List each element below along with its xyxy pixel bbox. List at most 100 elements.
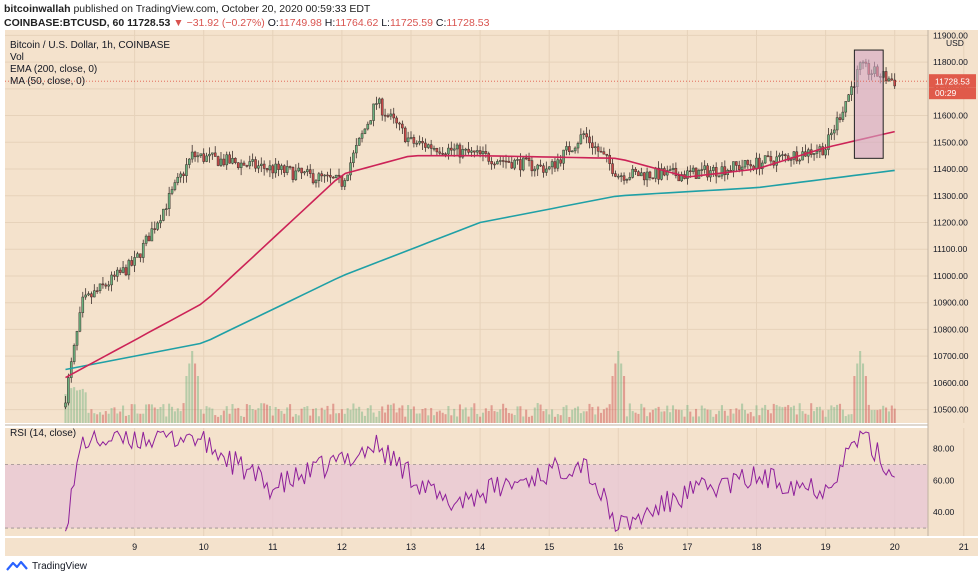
candle-body bbox=[69, 361, 73, 378]
candle-body bbox=[533, 168, 537, 172]
candle-body bbox=[608, 155, 611, 164]
volume-bar bbox=[850, 414, 853, 423]
candle-body bbox=[211, 152, 214, 155]
price-tick-label: 10700.00 bbox=[933, 351, 969, 361]
candle-body bbox=[694, 167, 698, 179]
candle-body bbox=[75, 330, 79, 346]
tradingview-logo[interactable]: TradingView bbox=[6, 560, 87, 572]
volume-bar bbox=[355, 408, 358, 423]
volume-bar bbox=[663, 411, 666, 423]
volume-bar bbox=[764, 404, 767, 423]
candle-body bbox=[236, 162, 240, 168]
volume-bar bbox=[683, 416, 686, 423]
candle-body bbox=[766, 155, 770, 157]
volume-bar bbox=[205, 406, 208, 423]
candle-body bbox=[424, 142, 427, 148]
volume-bars bbox=[64, 351, 896, 423]
volume-bar bbox=[551, 409, 554, 423]
volume-bar bbox=[700, 405, 703, 423]
candle-body bbox=[228, 154, 231, 164]
volume-bar bbox=[306, 406, 309, 423]
author-name[interactable]: bitcoinwallah bbox=[4, 3, 71, 15]
candle-body bbox=[677, 175, 681, 182]
candle-body bbox=[72, 344, 76, 362]
candle-body bbox=[291, 167, 295, 180]
open-value: 11749.98 bbox=[278, 17, 322, 29]
symbol-label[interactable]: COINBASE:BTCUSD, 60 bbox=[4, 17, 125, 29]
candle-body bbox=[798, 159, 801, 162]
volume-bar bbox=[458, 404, 461, 423]
candle-body bbox=[585, 133, 588, 138]
candle-body bbox=[605, 153, 609, 156]
chart-text: Bitcoin / U.S. Dollar, 1h, COINBASE Vol … bbox=[10, 38, 964, 439]
candle-body bbox=[280, 165, 283, 170]
candle-body bbox=[285, 166, 289, 173]
volume-bar bbox=[93, 413, 96, 423]
volume-bar bbox=[867, 404, 870, 423]
candle-body bbox=[665, 170, 669, 176]
volume-bar bbox=[225, 406, 228, 423]
candle-body bbox=[288, 166, 292, 168]
candle-body bbox=[591, 142, 594, 149]
candle-body bbox=[170, 189, 174, 194]
candle-body bbox=[841, 111, 845, 120]
candle-body bbox=[697, 169, 701, 179]
candle-body bbox=[343, 180, 347, 187]
volume-bar bbox=[208, 407, 211, 423]
volume-bar bbox=[631, 411, 634, 423]
volume-bar bbox=[122, 405, 125, 423]
volume-bar bbox=[303, 406, 306, 423]
candle-body bbox=[317, 173, 321, 181]
volume-bar bbox=[614, 363, 617, 423]
volume-bar bbox=[268, 405, 271, 423]
volume-bar bbox=[234, 408, 237, 423]
volume-bar bbox=[504, 407, 508, 423]
volume-bar bbox=[294, 414, 297, 423]
candle-body bbox=[265, 168, 269, 171]
candle-body bbox=[383, 114, 387, 117]
candle-body bbox=[458, 144, 462, 158]
volume-bar bbox=[758, 415, 761, 423]
volume-bar bbox=[173, 411, 176, 423]
volume-bar bbox=[139, 413, 142, 423]
candle-body bbox=[524, 157, 528, 160]
volume-bar bbox=[574, 407, 577, 423]
price-chart[interactable]: 11900.0011800.0011700.0011600.0011500.00… bbox=[0, 0, 980, 560]
volume-bar bbox=[597, 406, 600, 423]
candle-body bbox=[139, 253, 142, 258]
candle-body bbox=[827, 134, 830, 150]
candle-body bbox=[314, 180, 318, 184]
candle-body bbox=[380, 98, 384, 116]
candle-body bbox=[167, 193, 171, 209]
candle-body bbox=[663, 168, 666, 176]
volume-bar bbox=[453, 408, 456, 423]
volume-bar bbox=[340, 409, 343, 423]
volume-bar bbox=[199, 409, 202, 423]
candle-body bbox=[262, 163, 266, 169]
volume-bar bbox=[530, 415, 533, 423]
rsi-pane bbox=[5, 429, 928, 532]
volume-bar bbox=[795, 414, 798, 423]
volume-bar bbox=[784, 406, 787, 423]
volume-bar bbox=[821, 410, 824, 423]
candle-body bbox=[202, 153, 205, 162]
candle-body bbox=[654, 167, 658, 179]
candle-body bbox=[568, 146, 571, 153]
volume-bar bbox=[838, 403, 842, 423]
volume-bar bbox=[654, 408, 657, 423]
rsi-tick-label: 60.00 bbox=[933, 475, 955, 485]
volume-bar bbox=[179, 411, 182, 423]
volume-bar bbox=[666, 405, 669, 423]
candle-body bbox=[95, 290, 99, 292]
time-tick-label: 15 bbox=[544, 542, 554, 552]
volume-bar bbox=[346, 408, 349, 423]
candlesticks bbox=[64, 58, 896, 410]
candle-body bbox=[231, 157, 234, 164]
candle-body bbox=[493, 163, 496, 166]
volume-bar bbox=[343, 413, 346, 423]
volume-bar bbox=[467, 416, 470, 423]
volume-bar bbox=[237, 407, 240, 423]
candle-body bbox=[369, 120, 372, 125]
volume-bar bbox=[254, 410, 257, 423]
volume-bar bbox=[99, 412, 102, 423]
